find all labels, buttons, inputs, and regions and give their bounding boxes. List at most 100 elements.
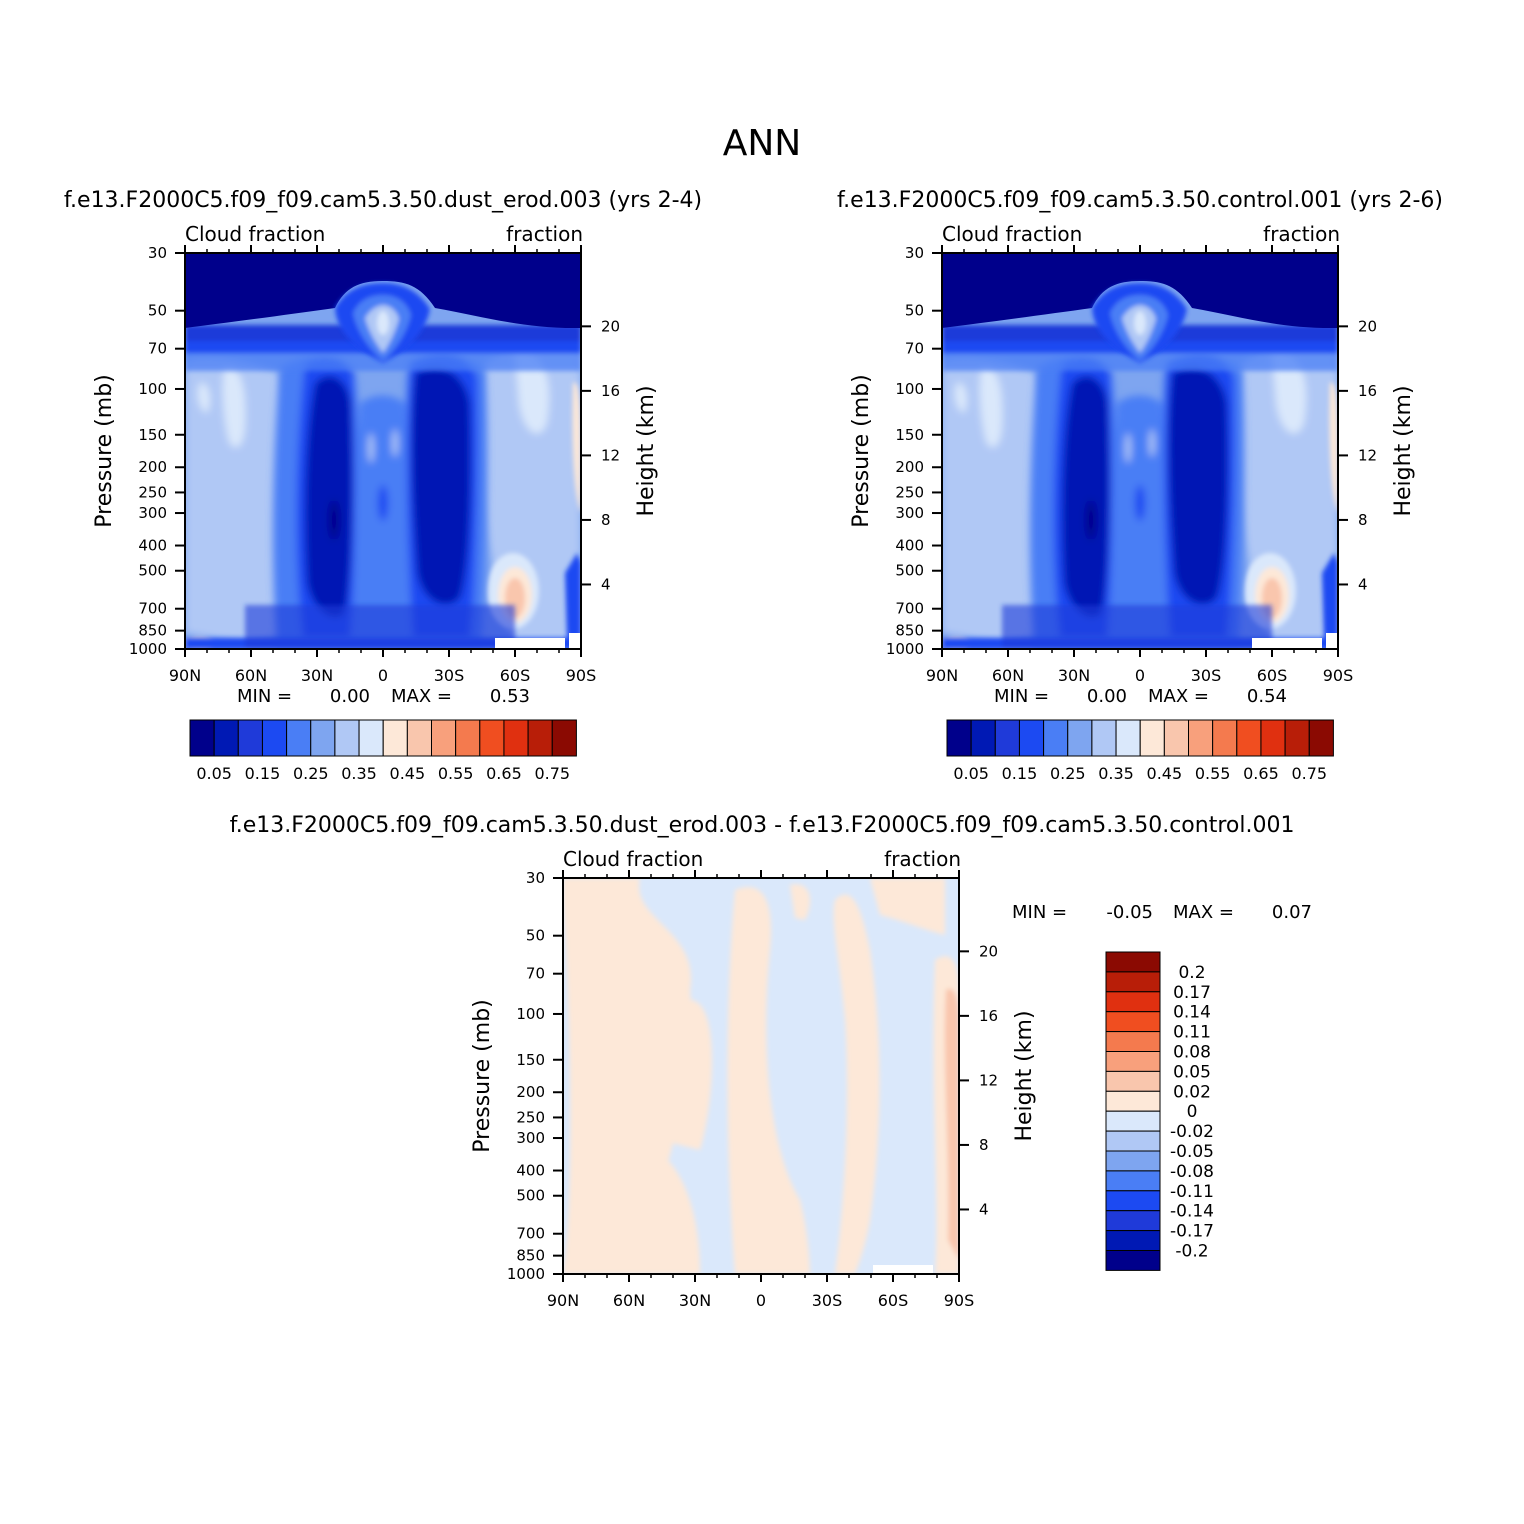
colorbar-label: -0.2 <box>1175 1242 1208 1262</box>
x-tick-label: 30N <box>679 1291 711 1310</box>
x-tick-label: 60S <box>1257 666 1288 685</box>
colorbar-label: 0.15 <box>245 764 281 783</box>
colorbar-label: -0.17 <box>1170 1222 1214 1242</box>
colorbar-box <box>1091 719 1117 757</box>
y-tick-label: 400 <box>516 1162 545 1180</box>
panel-difference-contour-field <box>563 878 959 1274</box>
colorbar-label: 0.25 <box>1050 764 1086 783</box>
y2-tick-label: 8 <box>979 1136 989 1154</box>
colorbar-box <box>1105 1011 1161 1033</box>
y-tick-label: 150 <box>516 1051 545 1069</box>
colorbar-label: 0.05 <box>196 764 232 783</box>
colorbar-box <box>1105 1070 1161 1092</box>
colorbar-box <box>1018 719 1045 757</box>
x-tick-label: 0 <box>756 1291 766 1310</box>
panel-difference-left-label: Cloud fraction <box>563 847 703 871</box>
colorbar-label: 0.05 <box>1173 1062 1211 1082</box>
panel-model-max-label: MAX = <box>391 686 452 707</box>
colorbar-box <box>310 719 336 757</box>
colorbar-label: 0.75 <box>534 764 570 783</box>
panel-control-min-value: 0.00 <box>1087 686 1127 707</box>
y2-tick-label: 16 <box>1358 382 1377 400</box>
colorbar-box <box>1043 719 1069 757</box>
panel-model-colorbar: 0.05 0.15 0.25 0.35 0.45 0.55 0.65 0.75 <box>189 719 577 783</box>
y-tick-label: 250 <box>138 483 167 501</box>
y-tick-label: 200 <box>516 1083 545 1101</box>
panel-model-ylabel: Pressure (mb) <box>92 374 117 528</box>
x-tick-label: 0 <box>1135 666 1145 685</box>
colorbar-box <box>1105 1051 1161 1072</box>
y2-tick-label: 4 <box>1358 575 1368 593</box>
y-tick-label: 700 <box>516 1225 545 1243</box>
colorbar-box <box>1308 719 1334 757</box>
colorbar-box <box>1105 1090 1161 1112</box>
y-tick-label: 50 <box>905 302 924 320</box>
x-tick-label: 30S <box>434 666 465 685</box>
panel-difference-max-value: 0.07 <box>1272 902 1312 923</box>
panel-model-axes: 90N 60N 30N 0 30S 60S 90S 30 50 70 100 150 200 250 300… <box>129 244 620 685</box>
colorbar-label: 0.45 <box>390 764 426 783</box>
colorbar-box <box>213 719 239 757</box>
y-tick-label: 300 <box>895 504 924 522</box>
colorbar-box <box>1105 1110 1161 1132</box>
colorbar-box <box>1139 719 1165 757</box>
y-tick-label: 700 <box>895 600 924 618</box>
x-tick-label: 60S <box>878 1291 909 1310</box>
colorbar-label: 0.75 <box>1291 764 1327 783</box>
colorbar-box <box>970 719 996 757</box>
panel-control-max-value: 0.54 <box>1247 686 1287 707</box>
colorbar-box <box>1105 971 1161 993</box>
colorbar-box <box>1105 951 1161 973</box>
panel-model-min-value: 0.00 <box>330 686 370 707</box>
panel-difference-right-label: fraction <box>884 847 961 871</box>
colorbar-box <box>527 719 553 757</box>
y-tick-label: 100 <box>516 1005 545 1023</box>
colorbar-box <box>358 719 384 757</box>
colorbar-label: -0.05 <box>1170 1142 1214 1162</box>
y2-tick-label: 20 <box>1358 317 1377 335</box>
colorbar-box <box>189 719 215 757</box>
colorbar-box <box>1105 1170 1161 1192</box>
colorbar-label: 0.65 <box>486 764 522 783</box>
panel-model-contour-field <box>185 253 581 649</box>
x-tick-label: 90S <box>1323 666 1354 685</box>
panel-control: f.e13.F2000C5.f09_f09.cam5.3.50.control.… <box>837 188 1443 783</box>
panel-control-right-label: fraction <box>1263 222 1340 246</box>
y2-tick-label: 20 <box>601 317 620 335</box>
y2-tick-label: 8 <box>601 511 611 529</box>
y-tick-label: 500 <box>516 1187 545 1205</box>
y2-tick-label: 20 <box>979 942 998 960</box>
colorbar-box <box>1236 719 1262 757</box>
colorbar-box <box>334 719 360 757</box>
y-tick-label: 250 <box>895 483 924 501</box>
panel-difference-colorbar: 0.20.170.140.110.080.050.020-0.02-0.05-0… <box>1105 951 1214 1271</box>
panel-model-max-value: 0.53 <box>490 686 530 707</box>
colorbar-box <box>1105 1150 1161 1172</box>
panel-model-right-label: fraction <box>506 222 583 246</box>
panel-difference-ylabel: Pressure (mb) <box>470 999 495 1153</box>
colorbar-box <box>1188 719 1214 757</box>
x-tick-label: 60N <box>613 1291 645 1310</box>
y2-tick-label: 12 <box>1358 446 1377 464</box>
y2-tick-label: 4 <box>979 1200 989 1218</box>
y-tick-label: 150 <box>138 426 167 444</box>
colorbar-label: 0.14 <box>1173 1003 1211 1023</box>
y-tick-label: 30 <box>526 869 545 887</box>
panel-control-max-label: MAX = <box>1148 686 1209 707</box>
colorbar-box <box>994 719 1020 757</box>
colorbar-box <box>1260 719 1286 757</box>
panel-control-ylabel: Pressure (mb) <box>849 374 874 528</box>
y-tick-label: 500 <box>138 562 167 580</box>
colorbar-box <box>1105 1031 1161 1052</box>
colorbar-label: 0.15 <box>1002 764 1038 783</box>
colorbar-label: 0.02 <box>1173 1082 1211 1102</box>
x-tick-label: 90N <box>169 666 201 685</box>
y-tick-label: 250 <box>516 1108 545 1126</box>
panel-difference-max-label: MAX = <box>1173 902 1234 923</box>
colorbar-box <box>503 719 529 757</box>
panel-model: f.e13.F2000C5.f09_f09.cam5.3.50.dust_ero… <box>64 188 702 783</box>
colorbar-label: -0.08 <box>1170 1162 1214 1182</box>
colorbar-label: 0.65 <box>1243 764 1279 783</box>
y2-tick-label: 4 <box>601 575 611 593</box>
